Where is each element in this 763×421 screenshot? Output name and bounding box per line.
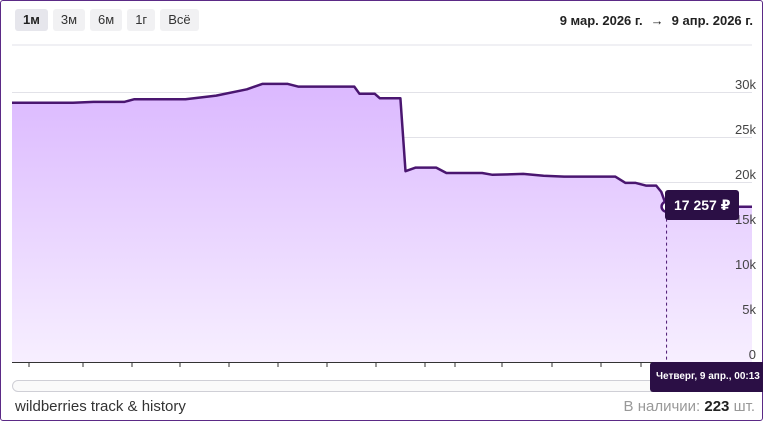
y-tick-label: 0 bbox=[749, 347, 756, 362]
range-all-button[interactable]: Всё bbox=[160, 9, 199, 31]
range-1y-button[interactable]: 1г bbox=[127, 9, 156, 31]
range-6m-button[interactable]: 6м bbox=[90, 9, 123, 31]
range-selector: 1м 3м 6м 1г Всё bbox=[15, 9, 199, 31]
date-to: 9 апр. 2026 г. bbox=[671, 13, 753, 28]
y-tick-label: 5k bbox=[742, 302, 756, 317]
stock-quantity: 223 bbox=[704, 398, 730, 415]
range-3m-button[interactable]: 3м bbox=[52, 9, 86, 31]
price-tooltip: 17 257 ₽ bbox=[665, 190, 740, 220]
y-tick-label: 15k bbox=[735, 212, 756, 227]
chart-scrollbar[interactable] bbox=[12, 380, 754, 392]
date-from: 9 мар. 2026 г. bbox=[559, 13, 643, 28]
arrow-right-icon: → bbox=[650, 13, 664, 28]
price-area bbox=[12, 83, 752, 363]
date-range: 9 мар. 2026 г. → 9 апр. 2026 г. bbox=[560, 13, 753, 28]
y-tick-label: 10k bbox=[735, 257, 756, 272]
y-tick-label: 20k bbox=[735, 167, 756, 182]
date-tooltip: Четверг, 9 апр., 00:13 bbox=[650, 362, 763, 392]
brand-label: wildberries track & history bbox=[15, 398, 186, 415]
range-1m-button[interactable]: 1м bbox=[15, 9, 48, 31]
stock-info: В наличии: 223 шт. bbox=[624, 398, 755, 415]
y-tick-label: 25k bbox=[735, 122, 756, 137]
y-tick-label: 30k bbox=[735, 77, 756, 92]
price-line bbox=[12, 82, 752, 208]
stock-unit: шт. bbox=[733, 398, 755, 415]
stock-label: В наличии: bbox=[623, 398, 701, 415]
